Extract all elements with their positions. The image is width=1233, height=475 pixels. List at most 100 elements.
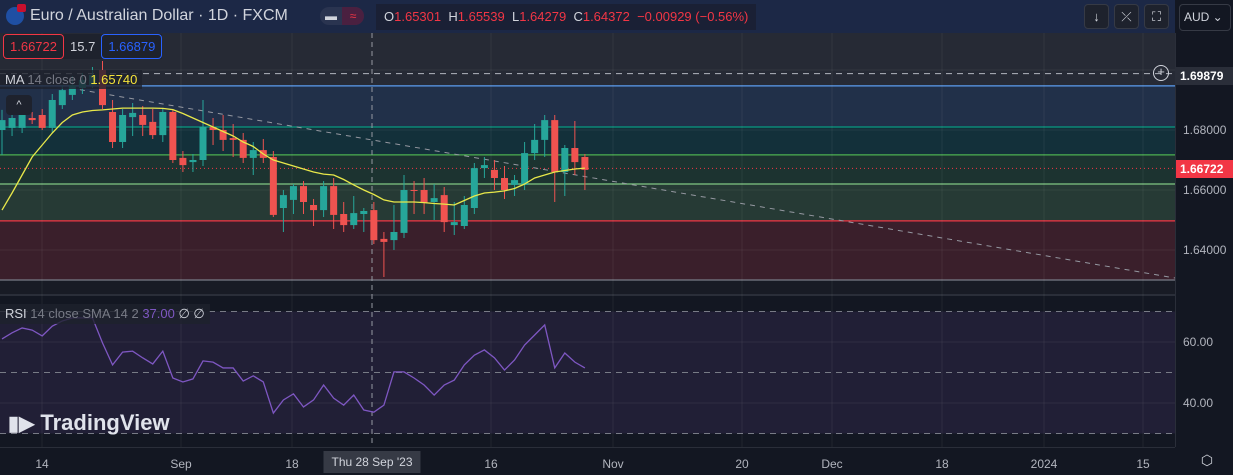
tradingview-logo: ▮▶ TradingView (8, 410, 170, 435)
settings-icon[interactable]: ⬡ (1200, 452, 1214, 468)
zone-background (0, 85, 1175, 127)
candle-body (450, 222, 458, 226)
candle-body (400, 190, 408, 233)
spread: 15.7 (70, 39, 96, 54)
buy-button[interactable]: 1.66879 (101, 34, 163, 59)
add-alert-icon[interactable]: + (1153, 65, 1169, 81)
candle-body (521, 153, 529, 185)
candle-body (360, 211, 368, 214)
price-tick: 1.66000 (1183, 183, 1227, 197)
candle-body (561, 148, 569, 172)
candle-body (380, 238, 388, 242)
zone-background (0, 220, 1175, 280)
price-axis[interactable]: 1.69879 1.68000 1.66000 1.64000 1.66722 … (1175, 33, 1233, 447)
time-tick: Sep (170, 457, 192, 471)
time-tick: 16 (484, 457, 498, 471)
rsi-legend[interactable]: RSI 14 close SMA 14 2 37.00 ∅ ∅ (0, 304, 210, 324)
time-tick: 18 (285, 457, 299, 471)
candle-body (269, 157, 277, 215)
candle-body (68, 85, 76, 95)
candle-body (541, 120, 549, 140)
time-tick: Dec (821, 457, 843, 471)
candle-body (239, 139, 247, 158)
time-tick: 20 (735, 457, 749, 471)
symbol-label: Euro / Australian Dollar · 1D · FXCM (30, 7, 288, 24)
candle-body (229, 138, 237, 140)
zone-background (0, 127, 1175, 155)
scroll-down-button[interactable]: ↓ (1084, 4, 1109, 29)
time-axis[interactable]: 14 Sep 18 16 Nov 20 Dec 18 2024 15 Thu 2… (0, 447, 1175, 475)
crosshair-date-label: Thu 28 Sep '23 (323, 451, 421, 473)
crosshair-price-label: 1.69879 (1176, 67, 1233, 85)
candle-body (48, 100, 56, 128)
time-tick: 15 (1136, 457, 1150, 471)
candle-body (18, 112, 26, 128)
candle-body (430, 198, 438, 202)
candle-body (310, 205, 318, 211)
candle-body (460, 205, 468, 226)
candle-body (581, 157, 589, 170)
candle-body (470, 168, 478, 208)
candle-body (249, 150, 257, 158)
candle-body (129, 112, 137, 118)
ma-legend[interactable]: MA 14 close 0 1.65740 (0, 70, 143, 89)
currency-select[interactable]: AUD ⌄ (1179, 4, 1231, 31)
candle-body (119, 115, 127, 142)
toggle-left[interactable]: ▬ (325, 9, 337, 23)
candle-body (209, 127, 217, 130)
candle-body (490, 169, 498, 178)
trade-panel: 1.66722 15.7 1.66879 (3, 34, 163, 59)
candle-body (340, 214, 348, 226)
candle-body (551, 120, 559, 172)
tv-logo-icon: ▮▶ (8, 412, 35, 435)
candle-body (289, 186, 297, 200)
candle-body (0, 120, 6, 130)
candle-body (440, 195, 448, 223)
chart-canvas[interactable] (0, 0, 1175, 447)
candle-body (219, 130, 227, 140)
candle-body (169, 112, 177, 160)
candle-body (149, 121, 157, 136)
ma-line (1, 107, 585, 211)
sell-button[interactable]: 1.66722 (3, 34, 64, 59)
collapse-legend-button[interactable]: ^ (6, 95, 32, 115)
rsi-tick: 40.00 (1183, 396, 1214, 410)
candle-body (571, 148, 579, 163)
ohlc-legend: O1.65301 H1.65539 L1.64279 C1.64372 −0.0… (376, 4, 757, 30)
time-tick: 18 (935, 457, 949, 471)
fullscreen-button[interactable]: ⛶ (1144, 4, 1169, 29)
candle-body (390, 232, 398, 241)
candle-body (420, 190, 428, 203)
candle-body (511, 180, 519, 185)
candle-body (330, 186, 338, 215)
collapse-button[interactable]: ⤫ (1114, 4, 1139, 29)
toggle-right[interactable]: ≈ (342, 7, 364, 25)
candle-body (501, 178, 508, 190)
trend-line (69, 87, 1175, 279)
candle-body (8, 118, 16, 128)
candle-body (38, 115, 46, 128)
candle-body (159, 112, 167, 136)
zone-background (0, 280, 1175, 295)
candle-body (139, 115, 147, 125)
candle-body (370, 210, 378, 241)
candle-body (109, 112, 117, 142)
rsi-line (1, 317, 586, 415)
eur-aud-flag-icon (6, 4, 26, 25)
candle-body (179, 157, 187, 166)
zone-background (0, 184, 1175, 221)
market-toggle[interactable]: ▬ ≈ (320, 7, 364, 25)
candle-body (300, 186, 307, 202)
symbol-title[interactable]: Euro / Australian Dollar · 1D · FXCM (6, 4, 288, 25)
time-tick: 14 (35, 457, 49, 471)
rsi-tick: 60.00 (1183, 335, 1214, 349)
candle-body (320, 186, 328, 211)
time-tick: Nov (602, 457, 624, 471)
candle-body (189, 160, 197, 163)
candle-body (199, 127, 207, 160)
price-tick: 1.64000 (1183, 243, 1227, 257)
candle-body (279, 195, 287, 208)
last-price-label: 1.66722 (1176, 160, 1233, 178)
time-tick: 2024 (1030, 457, 1058, 471)
candle-body (350, 213, 358, 226)
